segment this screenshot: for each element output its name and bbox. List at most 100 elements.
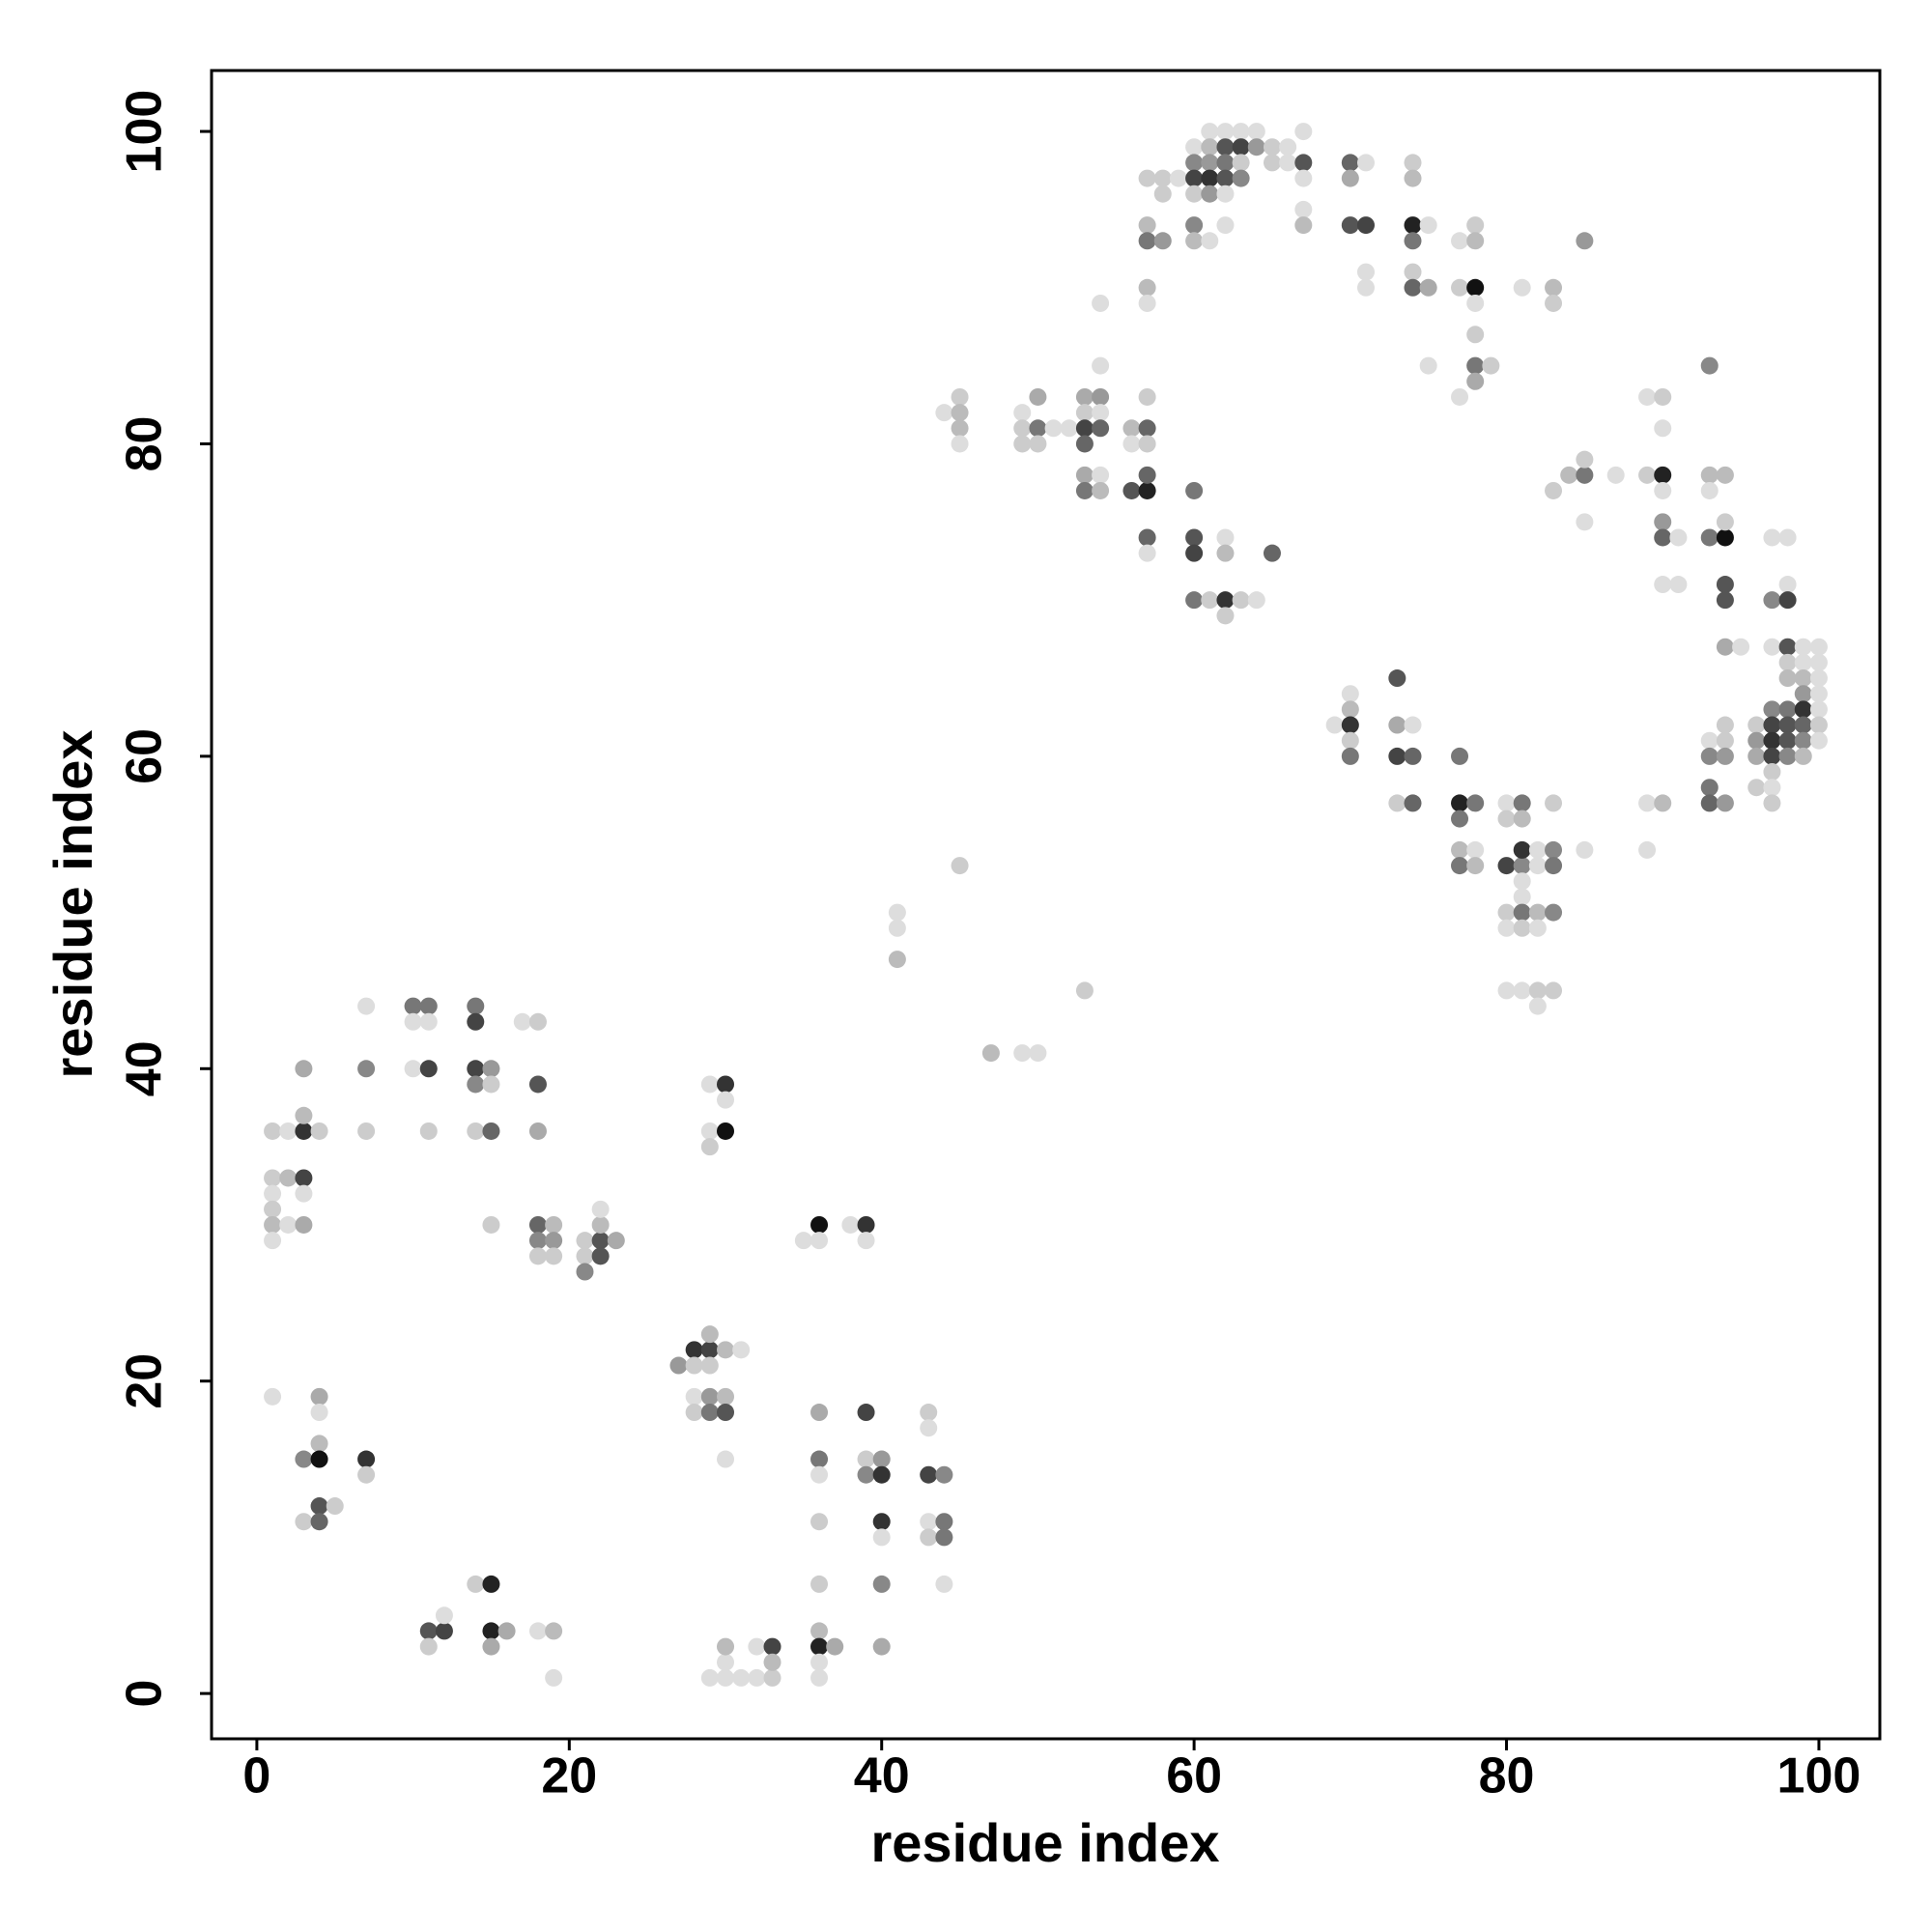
point: [888, 919, 906, 937]
point: [857, 1215, 875, 1234]
point: [1528, 840, 1547, 859]
point: [279, 1215, 298, 1234]
point: [1216, 216, 1235, 235]
point: [1778, 716, 1797, 734]
point: [888, 903, 906, 922]
point: [295, 1215, 313, 1234]
point: [1294, 154, 1313, 172]
point: [810, 1637, 829, 1656]
point: [1606, 466, 1625, 484]
point: [1513, 888, 1531, 906]
point: [810, 1513, 829, 1531]
point: [1294, 169, 1313, 187]
point: [1201, 123, 1219, 141]
point: [1545, 794, 1563, 812]
point: [1638, 466, 1657, 484]
point: [497, 1622, 516, 1640]
point: [1732, 638, 1750, 656]
point: [951, 404, 969, 422]
point: [1341, 716, 1359, 734]
point: [482, 1575, 500, 1593]
point: [1497, 810, 1516, 828]
x-tick-label: 0: [242, 1748, 270, 1804]
point: [467, 1575, 485, 1593]
point: [1404, 263, 1422, 281]
point: [528, 1247, 547, 1265]
point: [1763, 528, 1781, 547]
point: [295, 1184, 313, 1203]
point: [1138, 544, 1156, 562]
point: [528, 1622, 547, 1640]
point: [419, 997, 438, 1015]
point: [1216, 528, 1235, 547]
point: [1138, 294, 1156, 312]
point: [1809, 653, 1828, 671]
point: [404, 1060, 422, 1078]
point: [700, 1668, 719, 1687]
x-tick-label: 100: [1777, 1748, 1861, 1804]
x-tick-label: 40: [854, 1748, 910, 1804]
point: [576, 1232, 594, 1250]
point: [1466, 326, 1485, 344]
point: [1809, 716, 1828, 734]
point: [1341, 700, 1359, 719]
point: [1669, 528, 1688, 547]
point: [841, 1215, 860, 1234]
point: [1716, 576, 1734, 594]
point: [1716, 591, 1734, 610]
y-tick-label: 100: [117, 90, 173, 174]
x-tick-label: 20: [541, 1748, 597, 1804]
point: [685, 1341, 703, 1359]
point: [419, 1060, 438, 1078]
point: [1466, 278, 1485, 297]
point: [1513, 794, 1531, 812]
point: [1700, 481, 1719, 499]
point: [1763, 731, 1781, 750]
point: [264, 1232, 282, 1250]
point: [1654, 481, 1672, 499]
point: [1794, 638, 1812, 656]
point: [1716, 716, 1734, 734]
point: [1716, 466, 1734, 484]
plot-frame: [210, 69, 1882, 1741]
point: [1576, 232, 1594, 250]
point: [1778, 747, 1797, 765]
point: [435, 1606, 453, 1625]
point: [1263, 154, 1281, 172]
point: [700, 1075, 719, 1094]
point: [1153, 185, 1172, 203]
point: [295, 1450, 313, 1468]
point: [1700, 779, 1719, 797]
point: [1232, 169, 1250, 187]
point: [1201, 591, 1219, 610]
point: [717, 1668, 735, 1687]
point: [1232, 123, 1250, 141]
point: [528, 1232, 547, 1250]
y-tick-label: 60: [117, 728, 173, 784]
point: [981, 1044, 1000, 1063]
point: [528, 1012, 547, 1031]
point: [1778, 591, 1797, 610]
point: [435, 1622, 453, 1640]
point: [1545, 481, 1563, 499]
point: [872, 1450, 891, 1468]
point: [357, 1465, 376, 1484]
point: [1497, 794, 1516, 812]
point: [1092, 419, 1110, 438]
point: [763, 1637, 781, 1656]
point: [1356, 278, 1375, 297]
point: [1122, 435, 1141, 453]
point: [1545, 857, 1563, 875]
point: [1216, 154, 1235, 172]
point: [685, 1356, 703, 1375]
point: [1294, 216, 1313, 235]
point: [607, 1232, 625, 1250]
point: [1654, 513, 1672, 531]
point: [1092, 294, 1110, 312]
point: [685, 1387, 703, 1406]
point: [1638, 794, 1657, 812]
point: [1763, 747, 1781, 765]
point: [1185, 544, 1204, 562]
point: [717, 1450, 735, 1468]
point: [1216, 544, 1235, 562]
